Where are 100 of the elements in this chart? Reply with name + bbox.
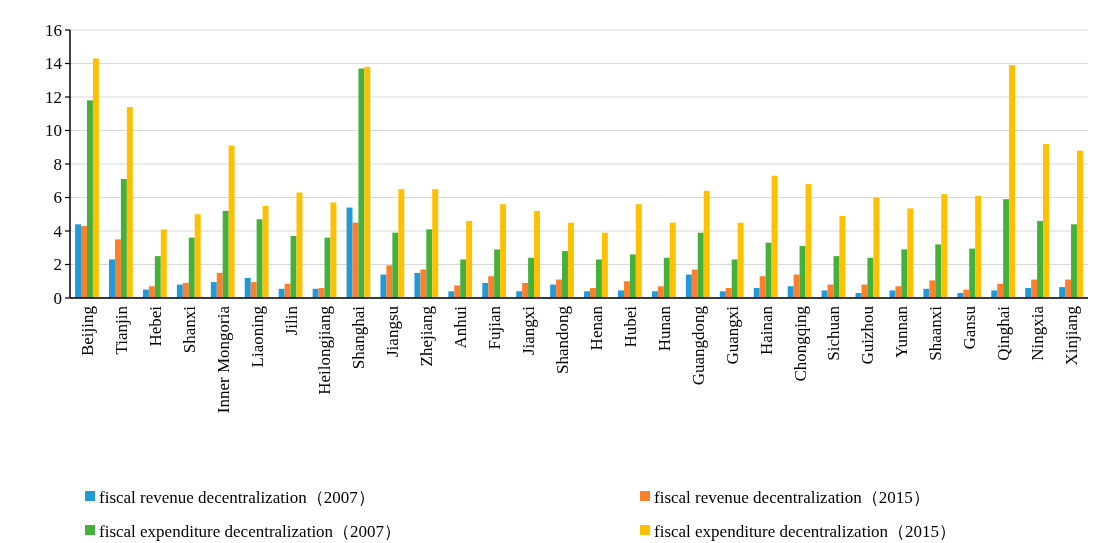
bar <box>991 290 998 298</box>
bar <box>114 239 121 298</box>
bar <box>719 291 726 298</box>
bar <box>454 285 461 298</box>
bar <box>941 194 948 298</box>
bar <box>901 249 908 298</box>
bar <box>556 279 563 298</box>
bar <box>528 257 535 298</box>
bar <box>691 269 698 298</box>
y-tick-label: 14 <box>45 54 63 74</box>
y-tick-label: 2 <box>53 255 62 275</box>
bar <box>176 284 183 298</box>
y-tick-label: 6 <box>53 188 62 208</box>
bar <box>839 215 846 298</box>
bar <box>827 284 834 298</box>
bar <box>448 291 455 298</box>
x-tick-label: Zhejiang <box>417 305 437 367</box>
legend-label: fiscal revenue decentralization（2007） <box>99 487 375 507</box>
x-tick-label: Liaoning <box>247 305 267 368</box>
bar <box>725 287 732 298</box>
x-tick-label: Xinjiang <box>1061 305 1081 366</box>
bar <box>460 259 467 298</box>
bar <box>765 242 772 298</box>
x-tick-label: Guangdong <box>688 305 708 386</box>
bar <box>595 259 602 298</box>
bar <box>160 229 167 298</box>
bar <box>1003 199 1010 298</box>
bar <box>75 224 82 298</box>
bar <box>358 68 365 298</box>
x-tick-label: Henan <box>586 305 606 351</box>
bar <box>1059 287 1066 298</box>
bar <box>352 222 359 298</box>
bar <box>737 222 744 298</box>
bar <box>601 232 608 298</box>
x-tick-label: Hubei <box>620 305 640 348</box>
bar <box>426 229 433 298</box>
x-tick-label: Fujian <box>485 305 505 350</box>
bar <box>534 210 540 298</box>
bar <box>567 222 574 298</box>
bar <box>618 290 624 298</box>
bar <box>262 205 269 298</box>
bar <box>907 208 914 298</box>
x-tick-label: Qinghai <box>994 305 1014 361</box>
y-tick-label: 16 <box>45 20 62 40</box>
bar <box>1076 150 1083 298</box>
bar <box>685 274 692 298</box>
bar <box>861 284 868 298</box>
bar <box>1043 143 1049 298</box>
bar <box>86 100 93 298</box>
bar <box>210 282 217 298</box>
x-tick-label: Jiangxi <box>519 305 539 356</box>
bar <box>1037 220 1044 298</box>
bar <box>895 286 902 298</box>
y-tick-label: 4 <box>53 221 63 241</box>
bar <box>550 284 557 298</box>
x-tick-label: Yunnan <box>892 305 912 358</box>
bar <box>657 286 664 298</box>
bar <box>889 290 896 298</box>
bar <box>256 219 263 298</box>
bar <box>821 290 828 298</box>
bar <box>703 190 710 298</box>
legend-label: fiscal expenditure decentralization（2007） <box>99 521 402 541</box>
x-tick-label: Hainan <box>756 305 776 356</box>
bar <box>771 175 778 298</box>
x-tick-label: Jiangsu <box>383 305 403 357</box>
bar <box>182 282 189 298</box>
bar <box>466 220 473 298</box>
bar <box>759 276 766 298</box>
bar <box>663 257 670 298</box>
bar <box>188 237 195 298</box>
bar <box>432 189 439 298</box>
bar <box>1065 279 1072 298</box>
bar <box>398 189 405 298</box>
bar <box>148 286 155 298</box>
bar <box>194 214 201 298</box>
bar <box>562 251 568 298</box>
y-tick-label: 8 <box>53 154 62 174</box>
bar <box>120 179 127 298</box>
x-tick-label: Shanghai <box>349 305 369 370</box>
bar <box>228 145 235 298</box>
bar <box>420 269 427 298</box>
bar <box>126 107 133 298</box>
bar <box>244 277 251 298</box>
bar <box>635 204 642 298</box>
y-tick-label: 0 <box>53 288 62 308</box>
x-tick-label: Hebei <box>145 305 165 347</box>
bar <box>731 259 738 298</box>
bar <box>290 236 297 298</box>
bar <box>1025 287 1032 298</box>
bar <box>222 210 229 298</box>
bar <box>590 287 596 298</box>
bar <box>584 291 591 298</box>
bar <box>380 274 387 298</box>
bar <box>697 232 704 298</box>
bar <box>651 291 658 298</box>
bar <box>969 248 976 298</box>
bar <box>392 232 399 298</box>
y-tick-label: 10 <box>45 121 62 141</box>
bar <box>873 197 880 298</box>
x-tick-label: Gansu <box>960 305 980 350</box>
